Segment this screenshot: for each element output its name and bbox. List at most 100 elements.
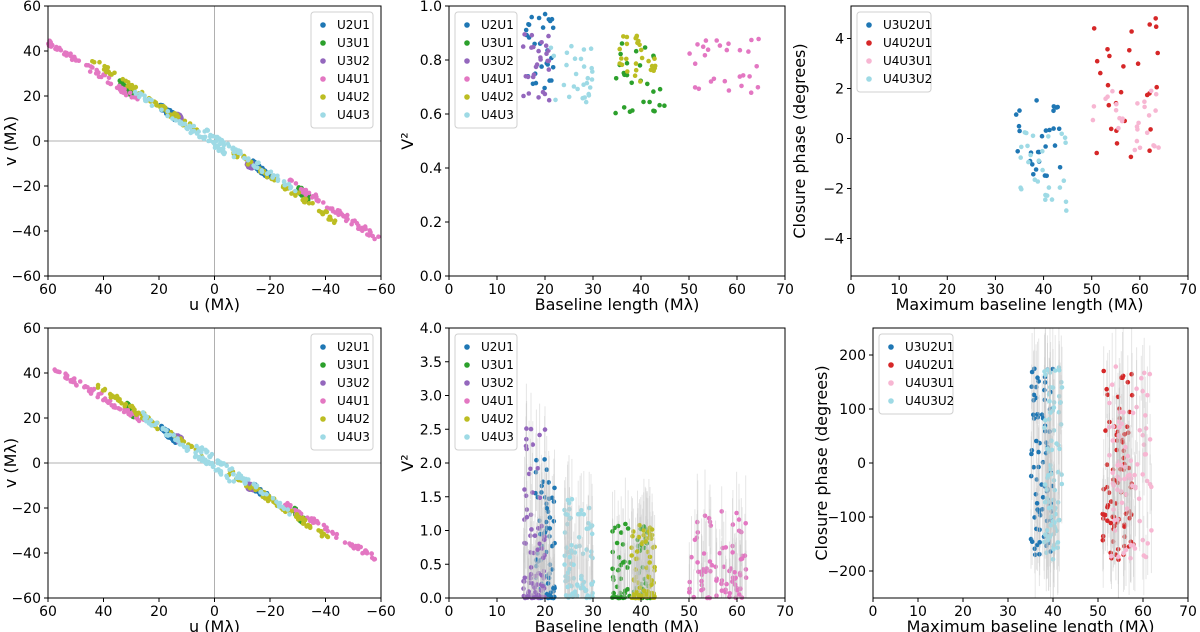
point-U4U1	[717, 43, 723, 48]
point-U3U2	[523, 493, 529, 499]
point-U3U1	[620, 560, 626, 565]
point-U3U2	[523, 541, 529, 546]
point-U4U3	[586, 521, 591, 526]
point-U4U2	[641, 533, 646, 538]
point-U4U1	[48, 39, 53, 45]
data-points	[1028, 328, 1154, 598]
y-tick-label: −20	[11, 179, 41, 195]
point-U4U2	[245, 162, 251, 167]
point-U4U3	[251, 481, 257, 487]
point-U4U1	[54, 44, 59, 50]
point-U4U2	[631, 529, 636, 534]
point-U4U1	[717, 550, 723, 556]
y-tick-label: −40	[11, 546, 41, 562]
point-U4U3	[579, 508, 584, 513]
x-tick-label: 60	[1134, 604, 1152, 620]
point-U4U3	[589, 77, 595, 82]
point-U2U1	[530, 81, 536, 87]
point-U3U2U1	[1029, 539, 1035, 544]
point-U4U1	[293, 181, 299, 186]
point-U4U2	[649, 582, 654, 588]
point-U4U1	[743, 575, 749, 580]
point-U4U3	[589, 523, 595, 528]
y-tick-label: −100	[828, 510, 866, 526]
y-axis-label: v (Mλ)	[1, 438, 20, 488]
point-U4U1	[746, 49, 751, 54]
point-U3U2U1	[1032, 515, 1037, 520]
point-U4U3	[571, 84, 577, 89]
point-U3U1	[651, 108, 656, 114]
point-U4U2	[646, 58, 651, 64]
point-U3U1	[618, 576, 623, 582]
point-U2U1	[535, 551, 540, 556]
panel-uv_top: 60 40 20 0 −20 −40 −60 −60 −40 −20 0 20 40 60 u (Mλ) v …	[1, 0, 396, 314]
point-U4U3U2	[1043, 192, 1048, 198]
point-U4U1	[687, 590, 692, 595]
x-tick-label: −20	[255, 604, 285, 620]
point-U4U3U2	[1028, 152, 1033, 158]
legend-label: U4U3	[481, 108, 514, 122]
legend-label: U4U3U1	[883, 54, 932, 68]
point-U4U2U1	[1121, 448, 1127, 454]
y-tick-label: 2.0	[420, 456, 442, 472]
point-U4U1	[714, 593, 719, 598]
point-U4U3	[578, 56, 584, 62]
point-U4U3	[266, 170, 271, 175]
point-U4U2	[644, 565, 649, 570]
point-U2U1	[552, 485, 557, 491]
point-U4U1	[726, 88, 732, 93]
point-U4U3U1	[1147, 371, 1153, 377]
point-U4U3U1	[1119, 500, 1125, 506]
point-U4U3U1	[1109, 382, 1115, 388]
point-U4U2	[632, 73, 638, 78]
point-U2U1	[546, 592, 551, 598]
point-U3U2	[530, 581, 535, 586]
point-U4U3	[264, 491, 269, 497]
legend-label: U3U1	[337, 358, 370, 372]
point-U3U2U1	[1038, 512, 1043, 518]
x-tick-label: 50	[1083, 282, 1101, 298]
legend-box	[454, 333, 518, 451]
point-U4U1	[703, 38, 709, 43]
point-U4U3U2	[1048, 466, 1053, 472]
point-U4U2U1	[1122, 543, 1127, 549]
point-U3U1	[627, 560, 632, 565]
point-U3U1	[614, 540, 620, 546]
point-U4U3	[589, 581, 594, 587]
legend: U2U1 U3U1 U3U2 U4U1 U4U2 U4U3	[454, 11, 518, 129]
point-U4U2U1	[1121, 64, 1126, 69]
point-U4U2	[637, 42, 642, 48]
point-U4U1	[71, 376, 76, 382]
point-U3U2U1	[1031, 398, 1036, 403]
point-U4U1	[708, 523, 714, 528]
point-U4U2	[108, 395, 114, 400]
point-U3U2	[546, 67, 552, 72]
y-tick-label: 0.6	[420, 107, 442, 123]
point-U4U3U2	[1054, 441, 1059, 446]
point-U4U3U1	[1121, 410, 1126, 415]
point-U4U1	[369, 551, 375, 556]
point-U4U3U2	[1047, 534, 1052, 540]
y-tick-label: 4.0	[420, 321, 442, 337]
point-U4U3U1	[1118, 489, 1124, 494]
point-U4U2U1	[1129, 371, 1134, 377]
point-U4U3U1	[1134, 386, 1139, 392]
point-U4U2U1	[1122, 534, 1128, 539]
point-U3U2U1	[1031, 464, 1036, 470]
point-U4U2U1	[1127, 515, 1132, 521]
point-U3U2U1	[1039, 133, 1045, 139]
point-U3U2	[521, 93, 526, 99]
x-tick-label: −20	[255, 282, 285, 298]
point-U4U3	[184, 448, 190, 454]
point-U4U2	[643, 539, 648, 544]
point-U4U1	[709, 562, 715, 568]
point-U4U3U2	[1043, 418, 1048, 423]
point-U4U1	[699, 578, 704, 584]
point-U4U3	[224, 473, 229, 479]
point-U4U3	[293, 188, 298, 194]
point-U4U1	[722, 78, 728, 84]
y-tick-label: 0.5	[420, 557, 442, 573]
point-U4U3U1	[1110, 424, 1116, 429]
point-U3U2	[546, 97, 552, 103]
point-U2U1	[542, 11, 548, 17]
